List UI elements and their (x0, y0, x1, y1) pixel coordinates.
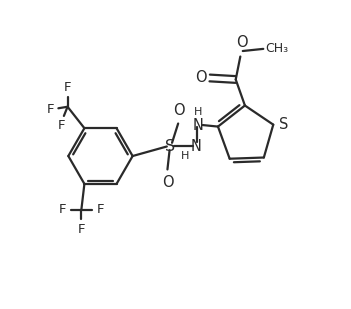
Text: S: S (279, 116, 288, 132)
Text: F: F (47, 103, 55, 116)
Text: S: S (165, 139, 176, 154)
Text: F: F (78, 223, 85, 236)
Text: O: O (236, 35, 247, 50)
Text: N: N (193, 117, 204, 133)
Text: O: O (173, 103, 185, 118)
Text: F: F (59, 203, 66, 216)
Text: N: N (191, 139, 202, 154)
Text: F: F (64, 81, 71, 94)
Text: H: H (180, 151, 189, 161)
Text: CH₃: CH₃ (265, 42, 288, 55)
Text: F: F (58, 119, 65, 132)
Text: H: H (194, 108, 202, 117)
Text: F: F (97, 203, 104, 216)
Text: O: O (161, 175, 173, 190)
Text: O: O (195, 70, 207, 86)
